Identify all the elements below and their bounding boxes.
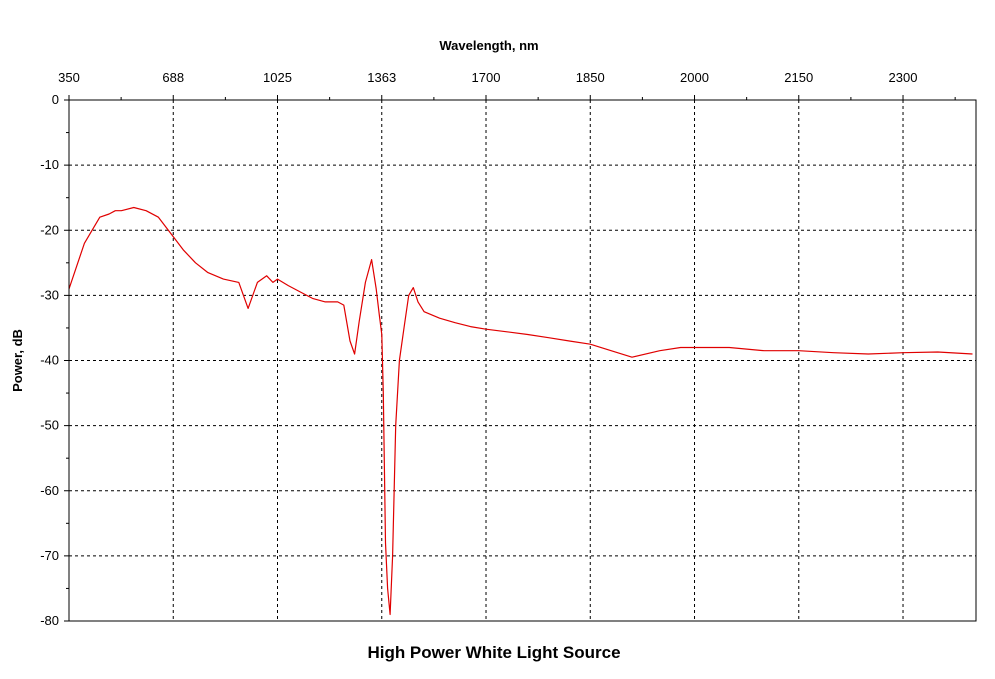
- x-tick-label: 1850: [576, 70, 605, 85]
- x-tick-label: 1363: [367, 70, 396, 85]
- y-tick-label: -20: [40, 222, 59, 237]
- y-tick-label: -70: [40, 548, 59, 563]
- y-tick-label: -30: [40, 287, 59, 302]
- y-tick-label: -50: [40, 418, 59, 433]
- y-tick-label: -10: [40, 157, 59, 172]
- x-tick-label: 2150: [784, 70, 813, 85]
- spectrum-line: [68, 206, 973, 616]
- x-axis-title: Wavelength, nm: [439, 38, 538, 53]
- y-tick-label: -80: [40, 613, 59, 628]
- y-tick-label: -40: [40, 353, 59, 368]
- tick-labels: 350 688 1025 1363 1700 1850 2000 2150 2300 0 -10 -2…: [40, 70, 917, 628]
- x-tick-label: 2000: [680, 70, 709, 85]
- x-tick-label: 2300: [889, 70, 918, 85]
- x-tick-label: 1700: [472, 70, 501, 85]
- y-tick-label: -60: [40, 483, 59, 498]
- plot-frame: [68, 99, 977, 622]
- x-tick-label: 350: [58, 70, 80, 85]
- chart-title: High Power White Light Source: [367, 643, 620, 662]
- tick-marks: [64, 95, 956, 622]
- series-layer: [68, 206, 973, 616]
- grid-lines: [69, 100, 976, 621]
- x-tick-label: 688: [162, 70, 184, 85]
- x-tick-label: 1025: [263, 70, 292, 85]
- y-axis-title: Power, dB: [10, 329, 25, 392]
- y-tick-label: 0: [52, 92, 59, 107]
